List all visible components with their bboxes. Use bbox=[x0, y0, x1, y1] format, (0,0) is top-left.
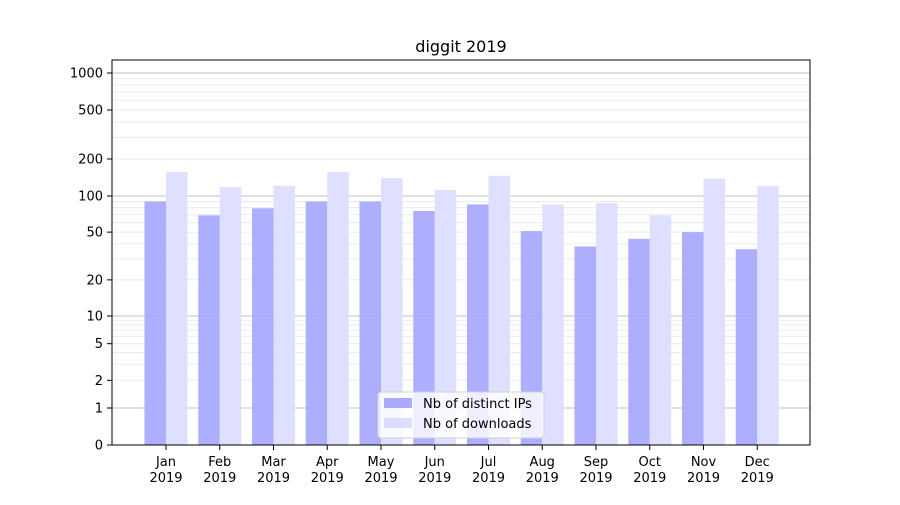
bar-downloads bbox=[757, 185, 779, 446]
x-tick-label: Dec 2019 bbox=[741, 455, 774, 486]
plot-frame bbox=[111, 59, 811, 446]
bar-downloads bbox=[542, 204, 564, 445]
legend: Nb of distinct IPs Nb of downloads bbox=[377, 391, 545, 439]
bar-distinct-ips bbox=[413, 210, 435, 445]
y-tick-label: 5 bbox=[95, 337, 103, 352]
bar-distinct-ips bbox=[305, 201, 328, 445]
y-tick-label: 0 bbox=[95, 439, 103, 454]
bar-distinct-ips bbox=[144, 201, 166, 445]
x-tick-label: Jan 2019 bbox=[149, 455, 182, 486]
bar-distinct-ips bbox=[467, 204, 489, 445]
bar-distinct-ips bbox=[359, 201, 381, 445]
bar-distinct-ips bbox=[682, 232, 704, 445]
legend-label: Nb of distinct IPs bbox=[423, 397, 532, 412]
y-tick-label: 20 bbox=[86, 273, 103, 288]
bar-downloads bbox=[273, 185, 295, 446]
x-tick-label: Nov 2019 bbox=[687, 455, 720, 486]
chart-title: diggit 2019 bbox=[415, 37, 506, 56]
y-tick-label: 10 bbox=[86, 310, 103, 325]
legend-label: Nb of downloads bbox=[423, 417, 532, 432]
y-tick-label: 1000 bbox=[70, 67, 103, 82]
bar-downloads bbox=[166, 171, 188, 445]
x-tick-label: Aug 2019 bbox=[526, 455, 559, 486]
x-tick-label: Jun 2019 bbox=[418, 455, 451, 486]
legend-swatch bbox=[384, 418, 412, 428]
legend-box bbox=[377, 391, 545, 439]
bar-downloads bbox=[327, 171, 349, 445]
bar-distinct-ips bbox=[252, 208, 274, 445]
y-tick-label: 500 bbox=[78, 104, 103, 119]
x-tick-label: Sep 2019 bbox=[579, 455, 612, 486]
bar-downloads bbox=[596, 203, 618, 445]
y-tick-label: 1 bbox=[95, 402, 103, 417]
x-tick-label: Feb 2019 bbox=[203, 455, 236, 486]
bar-downloads bbox=[649, 215, 672, 445]
y-tick-label: 2 bbox=[95, 374, 103, 389]
x-tick-label: Mar 2019 bbox=[257, 455, 290, 486]
y-tick-label: 200 bbox=[78, 152, 103, 167]
bar-distinct-ips bbox=[628, 238, 650, 445]
x-tick-label: Jul 2019 bbox=[472, 455, 505, 486]
x-tick-label: Oct 2019 bbox=[633, 455, 666, 486]
bar-distinct-ips bbox=[574, 246, 596, 445]
legend-swatch bbox=[384, 398, 412, 408]
bar-downloads bbox=[488, 175, 510, 445]
bar-downloads bbox=[703, 178, 725, 446]
x-tick-label: May 2019 bbox=[364, 455, 397, 486]
x-tick-label: Apr 2019 bbox=[311, 455, 344, 486]
bar-downloads bbox=[219, 187, 242, 445]
y-tick-label: 100 bbox=[78, 190, 103, 205]
bar-distinct-ips bbox=[735, 249, 758, 445]
bar-downloads bbox=[434, 189, 457, 445]
bar-downloads bbox=[381, 178, 403, 445]
y-tick-label: 50 bbox=[86, 226, 103, 241]
bar-distinct-ips bbox=[198, 215, 220, 445]
